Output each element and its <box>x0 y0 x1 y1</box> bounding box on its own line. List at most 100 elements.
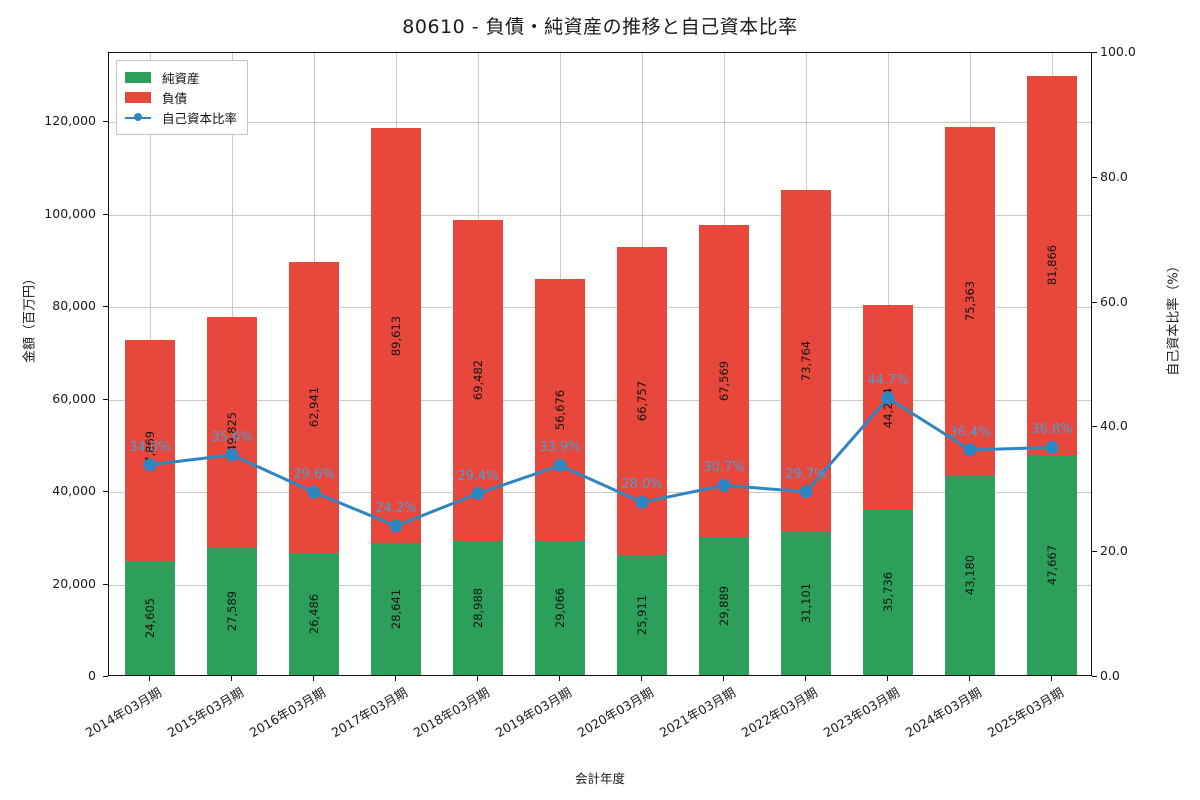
y-axis-left-tick-label: 0 <box>88 668 96 683</box>
bar-column[interactable]: 27,589 49,825 <box>206 51 258 675</box>
bar-segment-equity[interactable]: 24,605 <box>124 561 176 675</box>
bar-segment-liabilities[interactable]: 81,866 <box>1026 76 1078 455</box>
bar-segment-equity[interactable]: 35,736 <box>862 509 914 675</box>
x-axis-tick-mark <box>723 676 724 681</box>
y-axis-left-tick-label: 80,000 <box>52 298 96 314</box>
equity-ratio-point[interactable] <box>471 487 485 501</box>
bar-segment-equity[interactable]: 28,641 <box>370 542 422 675</box>
bar-column[interactable]: 24,605 47,869 <box>124 51 176 675</box>
x-axis-tick-mark <box>1051 676 1052 681</box>
bar-segment-equity[interactable]: 31,101 <box>780 531 832 675</box>
y-axis-right-tick-label: 60.0 <box>1100 293 1128 309</box>
bar-segment-liabilities[interactable]: 56,676 <box>534 278 586 541</box>
equity-ratio-point[interactable] <box>881 391 895 405</box>
equity-ratio-label: 29.7% <box>785 466 827 482</box>
bar-segment-equity[interactable]: 27,589 <box>206 547 258 675</box>
x-axis-tick-label: 2020年03月期 <box>574 684 656 741</box>
equity-ratio-point[interactable] <box>143 458 157 472</box>
y-axis-right-tick-label: 80.0 <box>1100 168 1128 184</box>
bar-segment-equity[interactable]: 43,180 <box>944 475 996 675</box>
bar-column[interactable]: 28,641 89,613 <box>370 51 422 675</box>
y-axis-left-tick-mark <box>103 398 108 400</box>
equity-ratio-label: 36.8% <box>1031 422 1073 438</box>
legend-swatch-liabilities <box>125 91 151 103</box>
legend-label-equity: 純資産 <box>162 70 200 86</box>
grid-line-horizontal <box>109 122 1091 124</box>
legend-item-liabilities[interactable]: 負債 <box>125 87 237 107</box>
y-axis-right-tick-label: 20.0 <box>1100 543 1128 559</box>
bar-segment-liabilities[interactable]: 47,869 <box>124 340 176 562</box>
x-axis-tick-label: 2019年03月期 <box>492 684 574 741</box>
plot-area: 24,605 47,869 27,589 49,825 26,486 62,941 28,6… <box>108 52 1092 676</box>
y-axis-left-tick-mark <box>103 213 108 215</box>
grid-line-horizontal <box>109 214 1091 216</box>
bar-column[interactable]: 25,911 66,757 <box>616 51 668 675</box>
x-axis-tick-label: 2016年03月期 <box>246 684 328 741</box>
bar-column[interactable]: 35,736 44,244 <box>862 51 914 675</box>
equity-ratio-point[interactable] <box>225 448 239 462</box>
bar-segment-equity[interactable]: 28,988 <box>452 541 504 675</box>
grid-line-horizontal <box>109 584 1091 586</box>
bar-segment-liabilities[interactable]: 62,941 <box>288 261 340 553</box>
y-axis-right-tick-label: 0.0 <box>1100 668 1120 683</box>
y-axis-left-tick-label: 60,000 <box>52 390 96 406</box>
bar-segment-equity[interactable]: 25,911 <box>616 555 668 675</box>
bar-column[interactable]: 31,101 73,764 <box>780 51 832 675</box>
bar-segment-liabilities[interactable]: 89,613 <box>370 128 422 543</box>
line-chart-svg <box>143 391 1059 533</box>
equity-ratio-point[interactable] <box>717 478 731 492</box>
y-axis-right-tick-label: 40.0 <box>1100 418 1128 434</box>
bar-segment-liabilities[interactable]: 75,363 <box>944 127 996 476</box>
legend-item-equity-ratio[interactable]: 自己資本比率 <box>125 107 237 127</box>
grid-line-horizontal <box>109 399 1091 401</box>
equity-ratio-label: 35.6% <box>211 429 253 445</box>
equity-ratio-line <box>149 396 1053 528</box>
equity-ratio-point[interactable] <box>1045 440 1059 454</box>
legend-label-liabilities: 負債 <box>162 90 188 106</box>
y-axis-right-label: 自己資本比率（%） <box>1166 259 1182 376</box>
equity-ratio-point[interactable] <box>635 495 649 509</box>
equity-ratio-label: 34.0% <box>129 439 171 455</box>
bar-segment-liabilities[interactable]: 49,825 <box>206 317 258 548</box>
x-axis-label: 会計年度 <box>574 771 625 786</box>
chart-title: 80610 - 負債・純資産の推移と自己資本比率 <box>402 16 798 38</box>
x-axis-tick-mark <box>395 676 396 681</box>
x-axis-tick-label: 2025年03月期 <box>984 684 1066 741</box>
x-axis-tick-mark <box>477 676 478 681</box>
y-axis-right-tick-mark <box>1092 301 1097 303</box>
line-series-layer: 34.0% 35.6% 29.6% 24.2% 29.4% 33.9% 28.0% 30.7%… <box>109 53 1091 675</box>
bar-segment-equity[interactable]: 47,667 <box>1026 454 1078 675</box>
equity-ratio-point[interactable] <box>389 519 403 533</box>
bar-segment-equity[interactable]: 29,066 <box>534 540 586 675</box>
y-axis-left-tick-label: 120,000 <box>44 113 96 129</box>
equity-ratio-point[interactable] <box>799 485 813 499</box>
y-axis-left-label: 金額（百万円） <box>22 272 38 364</box>
equity-ratio-point[interactable] <box>963 443 977 457</box>
equity-ratio-point[interactable] <box>553 458 567 472</box>
x-axis-tick-mark <box>149 676 150 681</box>
equity-ratio-point[interactable] <box>307 485 321 499</box>
legend-label-equity-ratio: 自己資本比率 <box>162 110 238 126</box>
legend-item-equity[interactable]: 純資産 <box>125 67 237 87</box>
equity-ratio-label: 36.4% <box>949 424 991 440</box>
bar-column[interactable]: 29,889 67,569 <box>698 51 750 675</box>
bar-column[interactable]: 43,180 75,363 <box>944 51 996 675</box>
bar-series-layer: 24,605 47,869 27,589 49,825 26,486 62,941 28,6… <box>109 53 1091 675</box>
y-axis-right-tick-mark <box>1092 676 1097 677</box>
bar-segment-equity[interactable]: 29,889 <box>698 536 750 675</box>
bar-column[interactable]: 28,988 69,482 <box>452 51 504 675</box>
legend[interactable]: 純資産 負債 自己資本比率 <box>116 60 249 135</box>
bar-segment-equity[interactable]: 26,486 <box>288 552 340 675</box>
y-axis-left-tick-mark <box>103 306 108 308</box>
x-axis-tick-label: 2018年03月期 <box>410 684 492 741</box>
x-axis-tick-label: 2021年03月期 <box>656 684 738 741</box>
grid-line-horizontal <box>109 492 1091 494</box>
bar-column[interactable]: 29,066 56,676 <box>534 51 586 675</box>
bar-column[interactable]: 26,486 62,941 <box>288 51 340 675</box>
bar-column[interactable]: 47,667 81,866 <box>1026 51 1078 675</box>
equity-ratio-label: 44.7% <box>867 373 909 389</box>
x-axis-tick-mark <box>559 676 560 681</box>
x-axis-tick-label: 2022年03月期 <box>738 684 820 741</box>
y-axis-left-tick-label: 40,000 <box>52 483 96 499</box>
